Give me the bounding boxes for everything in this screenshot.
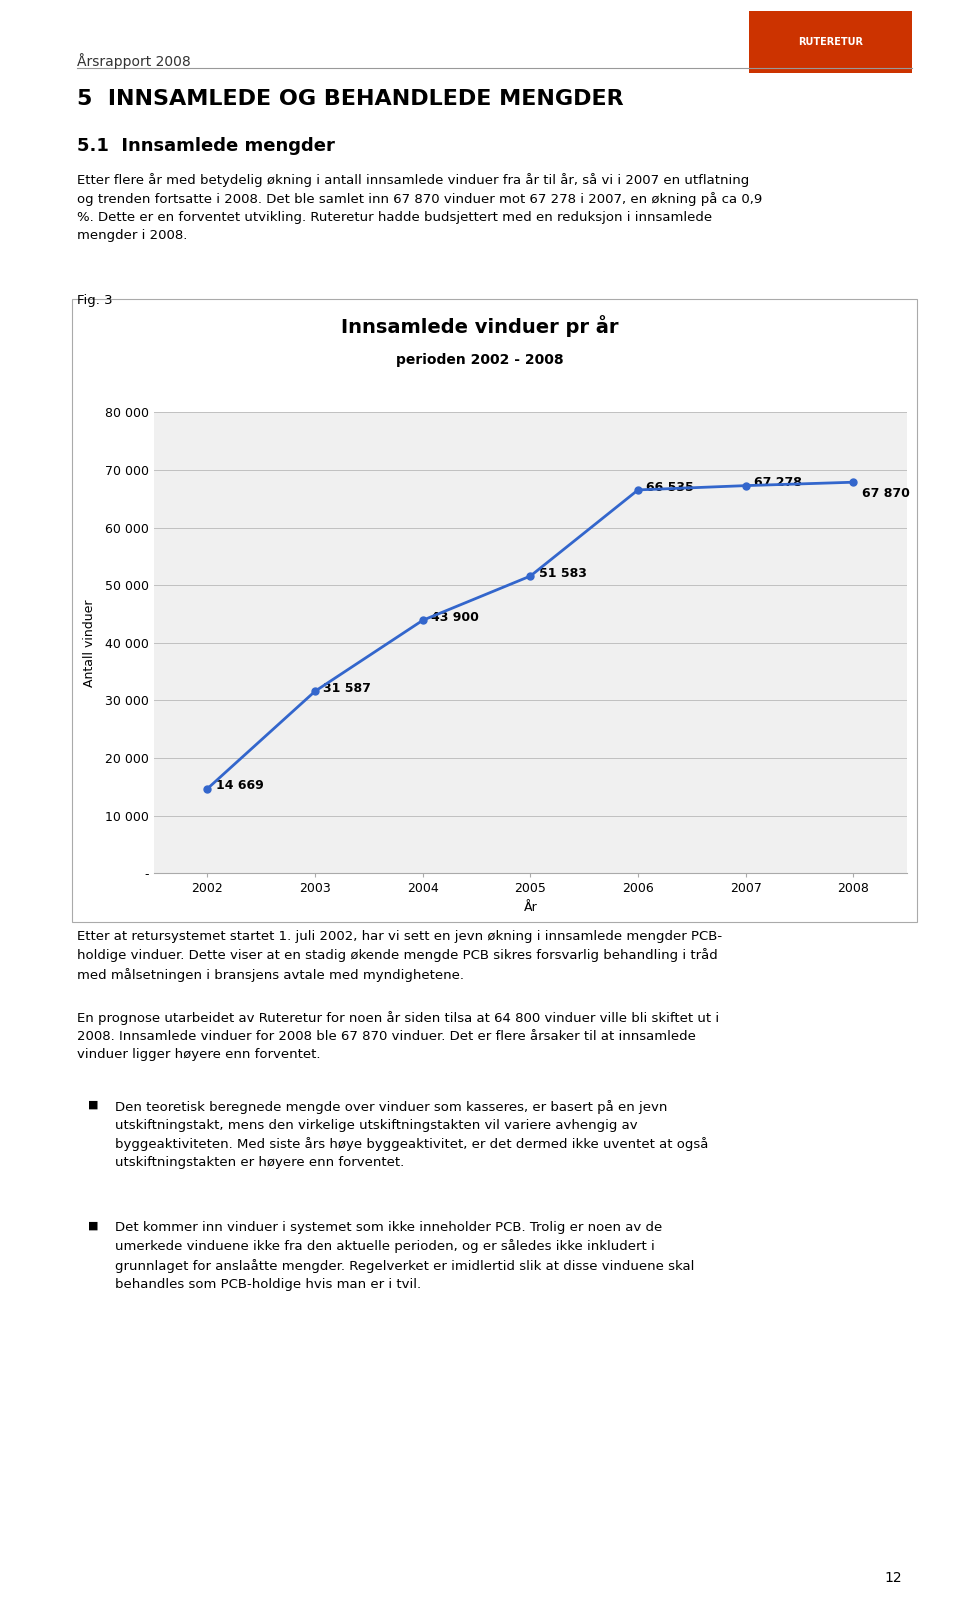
- Text: ■: ■: [88, 1221, 99, 1231]
- Text: Det kommer inn vinduer i systemet som ikke inneholder PCB. Trolig er noen av de
: Det kommer inn vinduer i systemet som ik…: [115, 1221, 695, 1290]
- Text: Innsamlede vinduer pr år: Innsamlede vinduer pr år: [341, 315, 619, 338]
- FancyBboxPatch shape: [749, 11, 912, 73]
- Text: Årsrapport 2008: Årsrapport 2008: [77, 53, 190, 70]
- Text: ■: ■: [88, 1100, 99, 1109]
- Text: 5  INNSAMLEDE OG BEHANDLEDE MENGDER: 5 INNSAMLEDE OG BEHANDLEDE MENGDER: [77, 89, 623, 108]
- Text: En prognose utarbeidet av Ruteretur for noen år siden tilsa at 64 800 vinduer vi: En prognose utarbeidet av Ruteretur for …: [77, 1011, 719, 1061]
- Text: Etter flere år med betydelig økning i antall innsamlede vinduer fra år til år, s: Etter flere år med betydelig økning i an…: [77, 173, 762, 243]
- Text: 67 870: 67 870: [862, 487, 909, 500]
- Text: 43 900: 43 900: [431, 611, 479, 624]
- Text: RUTERETUR: RUTERETUR: [798, 37, 863, 47]
- Text: 51 583: 51 583: [539, 566, 587, 581]
- Text: Fig. 3: Fig. 3: [77, 294, 112, 307]
- Text: Den teoretisk beregnede mengde over vinduer som kasseres, er basert på en jevn
u: Den teoretisk beregnede mengde over vind…: [115, 1100, 708, 1169]
- X-axis label: År: År: [523, 901, 538, 914]
- Text: 67 278: 67 278: [754, 477, 802, 490]
- Text: 66 535: 66 535: [646, 480, 694, 493]
- Text: Etter at retursystemet startet 1. juli 2002, har vi sett en jevn økning i innsam: Etter at retursystemet startet 1. juli 2…: [77, 930, 722, 982]
- Text: 14 669: 14 669: [216, 779, 263, 792]
- Text: 5.1  Innsamlede mengder: 5.1 Innsamlede mengder: [77, 137, 335, 155]
- Text: perioden 2002 - 2008: perioden 2002 - 2008: [396, 353, 564, 367]
- Y-axis label: Antall vinduer: Antall vinduer: [84, 598, 96, 687]
- Text: 12: 12: [884, 1570, 901, 1585]
- Text: 31 587: 31 587: [324, 682, 372, 695]
